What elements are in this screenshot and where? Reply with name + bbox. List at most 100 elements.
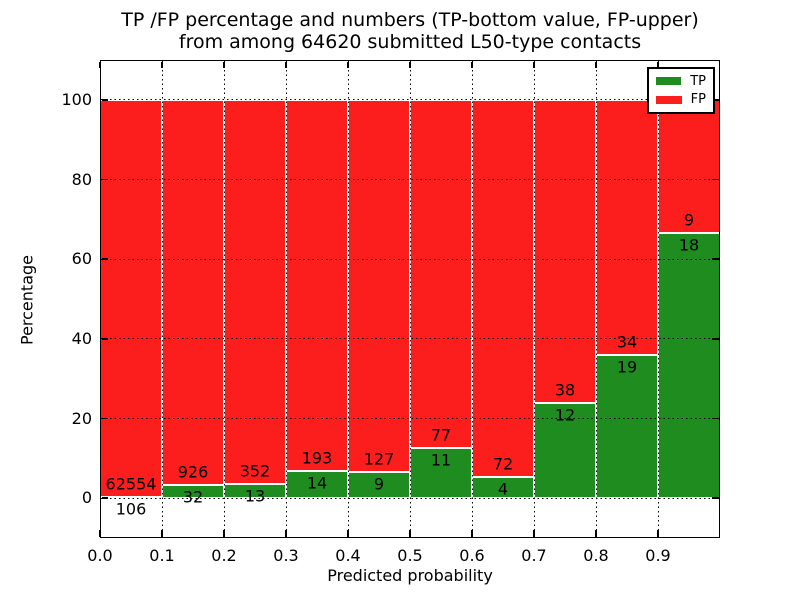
gridline-x-0.4 [347,61,349,537]
fp-count-label-6: 72 [492,454,514,474]
tick-y-left-40 [101,338,108,340]
x-tick-label-0.0: 0.0 [87,546,113,565]
tick-y-right-20 [712,417,719,420]
tick-x-bottom-0.1 [161,530,163,537]
tp-count-label-0: 106 [115,499,147,519]
bar-fp-1 [162,99,224,485]
tick-x-top-0.5 [409,61,411,68]
tick-x-top-0.8 [595,61,597,68]
x-tick-label-0.8: 0.8 [583,546,609,565]
x-tick-label-0.3: 0.3 [273,546,299,565]
tick-x-top-0.1 [161,61,163,68]
tick-x-top-0.4 [347,61,349,68]
chart-title: TP /FP percentage and numbers (TP-bottom… [100,9,720,53]
x-tick-label-0.2: 0.2 [211,546,237,565]
tick-x-top-0.3 [285,61,287,68]
tick-x-bottom-0.2 [223,530,225,537]
x-tick-label-0.7: 0.7 [521,546,547,565]
legend-entry-tp: TP [656,75,706,88]
legend-swatch-tp [656,77,682,86]
y-tick-label-40: 40 [71,328,92,348]
legend-label-tp: TP [690,73,706,89]
tp-count-label-7: 12 [554,405,576,425]
gridline-x-0.1 [161,61,163,537]
tick-x-bottom-0.9 [657,530,659,537]
y-axis-label: Percentage [17,254,37,346]
tp-count-label-3: 14 [306,473,328,493]
tick-x-bottom-0.0 [99,530,101,537]
tp-count-label-1: 32 [182,487,204,507]
bar-tp-8 [596,355,658,499]
tick-x-bottom-0.5 [409,530,411,537]
bar-fp-3 [286,99,348,472]
tp-count-label-5: 11 [430,450,452,470]
fp-count-label-3: 193 [301,448,333,468]
y-tick-label-100: 100 [61,89,92,109]
gridline-x-0.9 [657,61,659,537]
tick-y-left-60 [101,258,108,260]
fp-count-label-1: 926 [177,462,209,482]
tick-y-right-0 [712,497,719,499]
bar-fp-5 [410,99,472,449]
tick-x-top-0.7 [533,61,535,68]
tick-y-left-0 [101,497,108,499]
gridline-x-0.3 [285,61,287,537]
fp-count-label-5: 77 [430,425,452,445]
gridline-x-0.5 [409,61,411,537]
fp-count-label-0: 62554 [105,474,157,494]
gridline-x-0.2 [223,61,225,537]
tick-x-bottom-0.6 [471,530,473,537]
legend-swatch-fp [656,95,682,104]
chart-title-line1: TP /FP percentage and numbers (TP-bottom… [121,9,699,31]
x-tick-label-0.5: 0.5 [397,546,423,565]
y-tick-label-0: 0 [81,488,92,508]
tp-count-label-6: 4 [497,479,509,499]
fp-count-label-9: 9 [683,210,695,230]
tick-x-bottom-0.4 [347,530,349,537]
x-tick-label-0.9: 0.9 [645,546,671,565]
gridline-x-0.6 [471,61,473,537]
tick-x-bottom-0.3 [285,530,287,537]
tick-x-top-0.2 [223,61,225,68]
x-tick-label-0.1: 0.1 [149,546,175,565]
y-tick-label-20: 20 [71,408,92,428]
bar-fp-6 [472,99,534,478]
fp-count-label-8: 34 [616,332,638,352]
x-axis-label: Predicted probability [327,566,493,585]
tick-y-right-80 [712,178,719,181]
bar-fp-8 [596,99,658,356]
gridline-x-0.7 [533,61,535,537]
tp-count-label-2: 13 [244,486,266,506]
legend-entry-fp: FP [656,93,706,106]
bar-fp-2 [224,99,286,484]
tp-count-label-8: 19 [616,357,638,377]
tick-y-left-100 [101,99,108,101]
tick-y-right-60 [712,258,719,260]
legend: TP FP [647,67,715,114]
x-tick-label-0.6: 0.6 [459,546,485,565]
gridline-x-0.8 [595,61,597,537]
bar-tp-4 [348,471,410,499]
tick-y-left-80 [101,178,108,181]
tick-x-top-0.6 [471,61,473,68]
x-tick-label-0.4: 0.4 [335,546,361,565]
fp-count-label-2: 352 [239,461,271,481]
tick-y-left-20 [101,417,108,420]
tick-x-top-0.9 [657,61,659,68]
fp-count-label-7: 38 [554,380,576,400]
y-tick-label-60: 60 [71,249,92,269]
fp-count-label-4: 127 [363,449,395,469]
tp-count-label-9: 18 [678,235,700,255]
y-tick-label-80: 80 [71,169,92,189]
tick-x-bottom-0.7 [533,530,535,537]
tick-y-right-100 [712,99,719,101]
legend-label-fp: FP [690,92,706,108]
bar-fp-4 [348,99,410,472]
tick-x-bottom-0.8 [595,530,597,537]
tick-y-right-40 [712,338,719,340]
tp-count-label-4: 9 [373,474,385,494]
plot-border [100,60,720,538]
tick-x-top-0.0 [99,61,101,68]
chart-title-line2: from among 64620 submitted L50-type cont… [178,31,642,53]
